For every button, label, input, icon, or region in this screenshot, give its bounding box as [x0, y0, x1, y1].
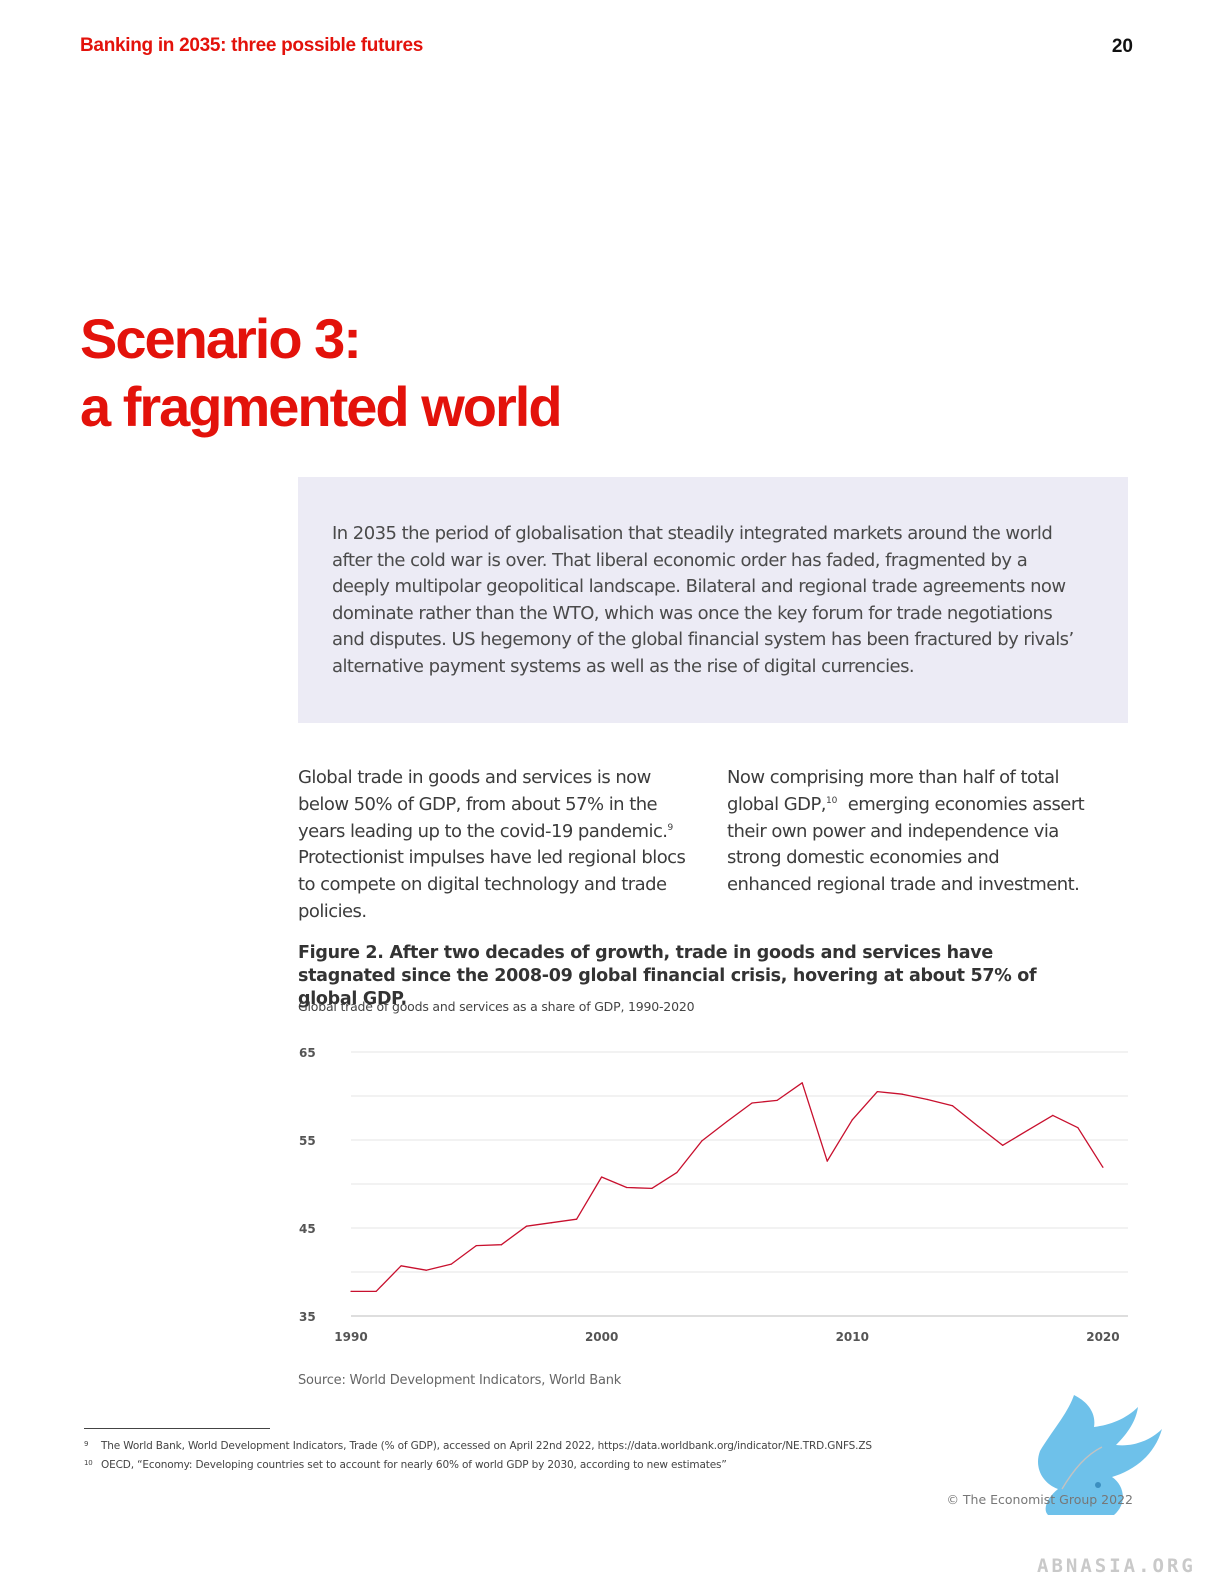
data-point: [651, 1187, 653, 1189]
intro-text: In 2035 the period of globalisation that…: [332, 523, 1074, 677]
data-point: [375, 1290, 377, 1292]
figure-subtitle: Global trade of goods and services as a …: [298, 999, 695, 1014]
scenario-heading-line1: Scenario 3:: [80, 307, 362, 370]
x-tick-label: 2010: [836, 1330, 869, 1344]
footnote-ref-10[interactable]: 10: [825, 795, 838, 806]
data-point: [500, 1244, 502, 1246]
body-right-text-a: Now comprising more than half of total g…: [727, 767, 1059, 815]
data-point: [450, 1263, 452, 1265]
footnote-number: 9: [84, 1440, 89, 1448]
data-point: [425, 1269, 427, 1271]
data-point: [1077, 1127, 1079, 1129]
body-column-right: Now comprising more than half of total g…: [727, 765, 1087, 899]
data-point: [475, 1245, 477, 1247]
data-point: [1052, 1114, 1054, 1116]
footnote-text: OECD, “Economy: Developing countries set…: [101, 1459, 727, 1471]
x-tick-label: 1990: [334, 1330, 367, 1344]
body-left-text-b: Protectionist impulses have led regional…: [298, 847, 686, 922]
intro-callout: In 2035 the period of globalisation that…: [298, 477, 1128, 723]
data-point: [826, 1160, 828, 1162]
footnote-divider: [84, 1428, 270, 1429]
data-point: [626, 1186, 628, 1189]
figure-source: Source: World Development Indicators, Wo…: [298, 1373, 622, 1388]
figure-title: Figure 2. After two decades of growth, t…: [298, 943, 1037, 1009]
watermark-bird-logo: [1038, 1395, 1162, 1515]
data-point: [926, 1098, 929, 1101]
data-point: [1002, 1144, 1004, 1146]
data-point: [977, 1125, 979, 1127]
data-point: [601, 1176, 603, 1178]
footnote-10: 10 OECD, “Economy: Developing countries s…: [84, 1459, 727, 1471]
data-point: [350, 1290, 352, 1292]
scenario-heading: Scenario 3: a fragmented world: [80, 305, 563, 441]
data-point: [801, 1082, 803, 1084]
data-point: [525, 1225, 528, 1227]
footnote-number: 10: [84, 1459, 93, 1467]
y-tick-label: 45: [299, 1222, 316, 1236]
y-tick-label: 35: [299, 1310, 316, 1324]
data-point: [1027, 1129, 1029, 1131]
data-point: [851, 1119, 853, 1121]
data-point: [1102, 1166, 1104, 1168]
series-line-trade-share: [351, 1082, 1104, 1293]
footnote-ref-9[interactable]: 9: [667, 822, 674, 833]
data-point: [400, 1265, 402, 1267]
data-point: [575, 1218, 578, 1220]
footnote-9: 9 The World Bank, World Development Indic…: [84, 1440, 872, 1452]
y-tick-label: 55: [299, 1134, 316, 1148]
scenario-heading-line2: a fragmented world: [80, 375, 563, 438]
data-point: [550, 1222, 553, 1224]
running-header-title: Banking in 2035: three possible futures: [80, 35, 424, 56]
footnote-text: The World Bank, World Development Indica…: [101, 1440, 872, 1452]
data-point: [751, 1102, 753, 1104]
copyright-notice: © The Economist Group 2022: [946, 1492, 1133, 1507]
data-point: [951, 1105, 954, 1107]
data-point: [901, 1093, 904, 1095]
trade-share-line-chart: 65 55 45 35 1990 2000 2010 2020: [299, 1046, 1128, 1344]
data-point: [876, 1091, 878, 1093]
data-point: [726, 1120, 728, 1123]
data-point: [776, 1099, 778, 1101]
data-point: [676, 1171, 678, 1174]
data-point: [701, 1140, 703, 1142]
x-tick-label: 2020: [1086, 1330, 1119, 1344]
body-column-left: Global trade in goods and services is no…: [298, 765, 698, 926]
y-tick-label: 65: [299, 1046, 316, 1060]
page-number: 20: [1111, 36, 1133, 57]
body-left-text-a: Global trade in goods and services is no…: [298, 767, 668, 842]
body-right-text-b: emerging economies assert their own powe…: [727, 793, 1090, 896]
watermark-text: ABNASIA.ORG: [1037, 1555, 1196, 1577]
x-tick-label: 2000: [585, 1330, 618, 1344]
